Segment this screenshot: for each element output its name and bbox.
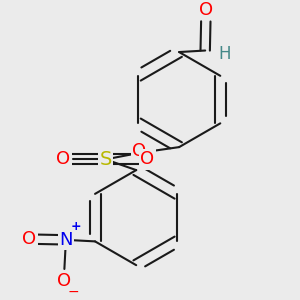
- Text: O: O: [132, 142, 146, 160]
- Text: O: O: [56, 150, 70, 168]
- Text: N: N: [59, 231, 73, 249]
- Text: O: O: [57, 272, 71, 290]
- Text: O: O: [140, 150, 154, 168]
- Text: O: O: [22, 230, 36, 248]
- Text: +: +: [70, 220, 81, 233]
- Text: S: S: [99, 150, 112, 169]
- Text: O: O: [199, 1, 213, 19]
- Text: −: −: [67, 285, 79, 299]
- Text: H: H: [219, 45, 231, 63]
